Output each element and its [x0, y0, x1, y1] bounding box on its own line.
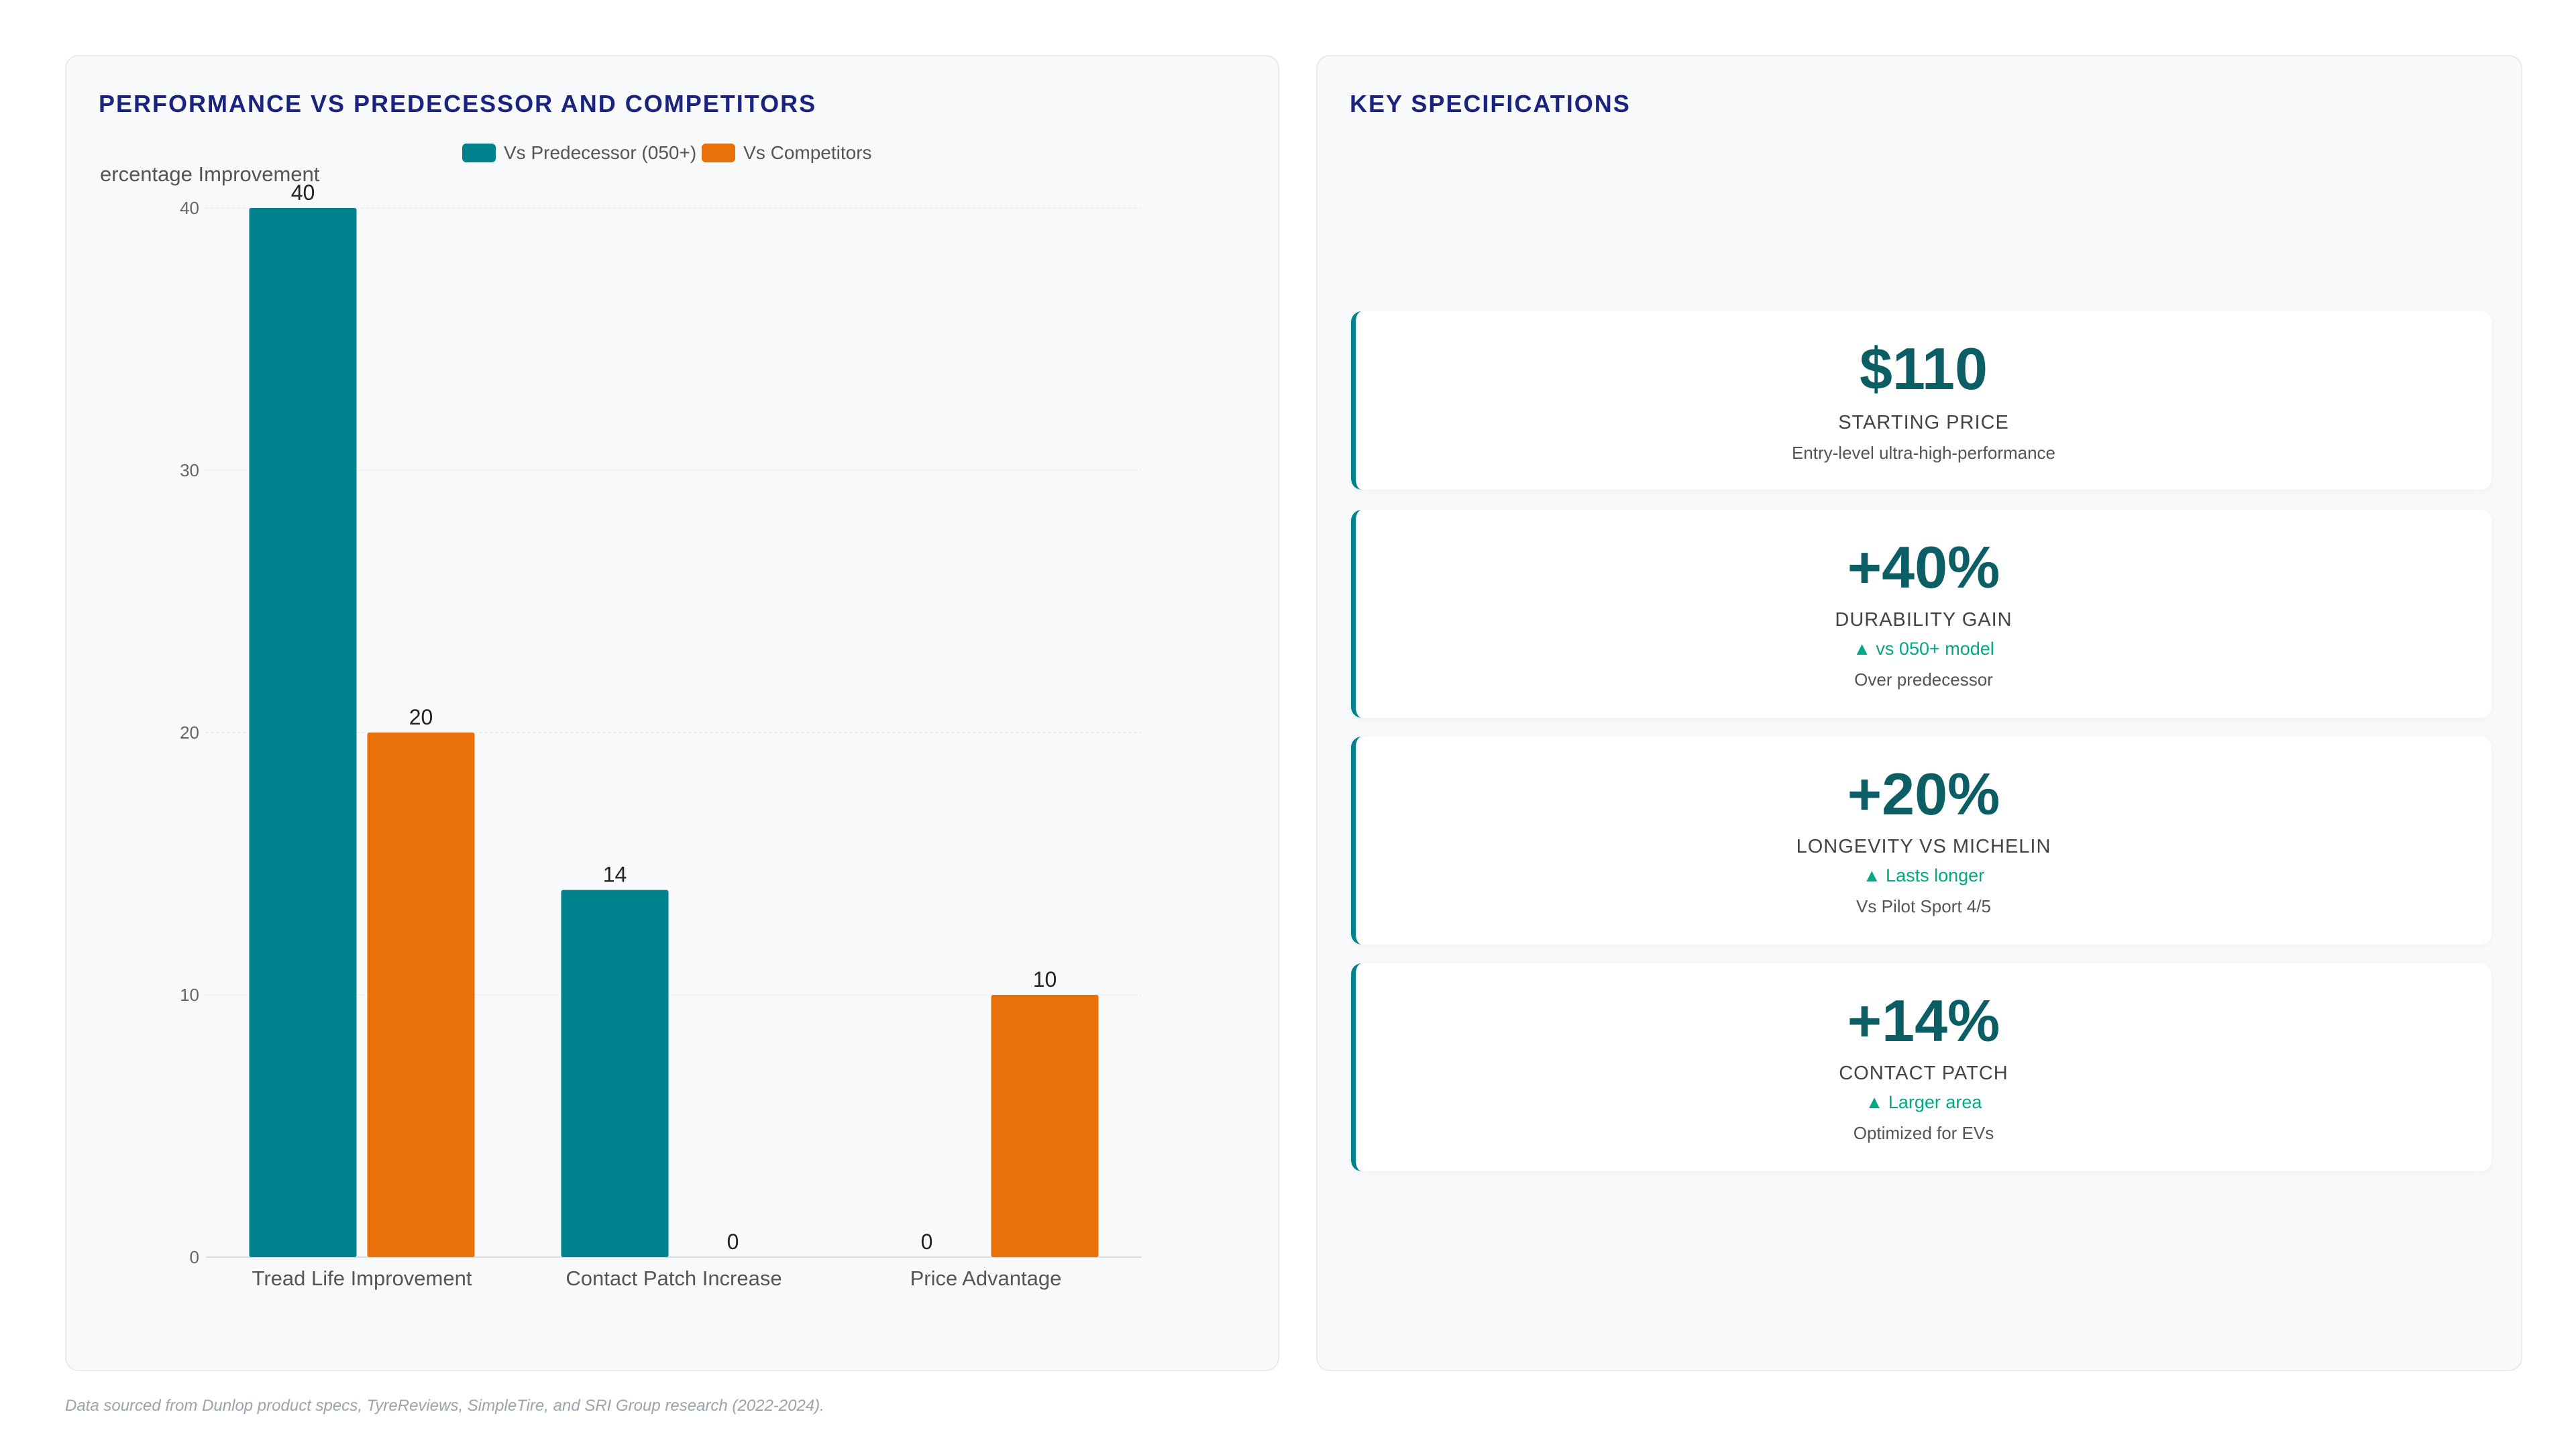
- y-tick-label: 30: [180, 460, 199, 480]
- bar: [991, 995, 1099, 1257]
- card-label: CONTACT PATCH: [1839, 1063, 2008, 1084]
- card-value: +40%: [1847, 534, 2000, 600]
- card-subtext: Over predecessor: [1854, 669, 1993, 690]
- specs-title: KEY SPECIFICATIONS: [1350, 90, 1631, 117]
- x-tick-label: Contact Patch Increase: [566, 1267, 782, 1290]
- y-tick-label: 0: [190, 1247, 199, 1267]
- bar: [561, 890, 669, 1257]
- card-value: +14%: [1847, 987, 2000, 1054]
- data-label: 0: [727, 1230, 739, 1254]
- data-label: 40: [291, 180, 315, 205]
- spec-card-price: $110 STARTING PRICE Entry-level ultra-hi…: [1351, 311, 2491, 490]
- card-trend: ▲ Lasts longer: [1862, 865, 1985, 885]
- legend-label-competitors: Vs Competitors: [743, 142, 872, 163]
- card-label: LONGEVITY VS MICHELIN: [1796, 836, 2051, 857]
- legend-label-predecessor: Vs Predecessor (050+): [504, 142, 697, 163]
- x-tick-label: Tread Life Improvement: [252, 1267, 472, 1290]
- spec-card-durability: +40% DURABILITY GAIN ▲ vs 050+ model Ove…: [1351, 510, 2491, 718]
- x-tick-label: Price Advantage: [910, 1267, 1062, 1290]
- card-trend: ▲ vs 050+ model: [1853, 639, 1994, 659]
- y-tick-label: 10: [180, 985, 199, 1005]
- data-label: 14: [603, 863, 627, 887]
- card-trend: ▲ Larger area: [1865, 1092, 1982, 1112]
- legend-swatch-predecessor: [462, 144, 496, 162]
- data-label: 20: [409, 705, 433, 729]
- legend-swatch-competitors: [702, 144, 736, 162]
- y-tick-label: 40: [180, 198, 199, 218]
- specs-panel: KEY SPECIFICATIONS $110 STARTING PRICE E…: [1316, 55, 2522, 1371]
- card-subtext: Vs Pilot Sport 4/5: [1856, 896, 1991, 916]
- card-value: $110: [1860, 335, 1988, 402]
- legend-item-predecessor[interactable]: Vs Predecessor (050+): [462, 142, 696, 164]
- card-label: DURABILITY GAIN: [1835, 609, 2012, 631]
- chart-title: PERFORMANCE VS PREDECESSOR AND COMPETITO…: [99, 90, 817, 117]
- card-label: STARTING PRICE: [1838, 412, 2009, 433]
- bar-chart: 0 10 20 30 40 40 20 Tread Life Improvement 14 0 Co…: [180, 180, 1142, 1290]
- card-subtext: Optimized for EVs: [1853, 1123, 1994, 1143]
- chart-panel: PERFORMANCE VS PREDECESSOR AND COMPETITO…: [65, 55, 1279, 1371]
- spec-card-longevity: +20% LONGEVITY VS MICHELIN ▲ Lasts longe…: [1351, 737, 2491, 945]
- card-value: +20%: [1847, 761, 2000, 827]
- y-axis-label: ercentage Improvement: [100, 162, 320, 186]
- chart-legend: Vs Predecessor (050+) Vs Competitors: [462, 142, 877, 164]
- legend-item-competitors[interactable]: Vs Competitors: [702, 142, 872, 164]
- data-label: 10: [1033, 967, 1057, 991]
- footnote: Data sourced from Dunlop product specs, …: [65, 1397, 824, 1415]
- bar: [249, 208, 357, 1257]
- data-label: 0: [921, 1230, 933, 1254]
- card-subtext: Entry-level ultra-high-performance: [1791, 443, 2056, 463]
- spec-card-contact-patch: +14% CONTACT PATCH ▲ Larger area Optimiz…: [1351, 963, 2491, 1171]
- bar: [367, 733, 475, 1257]
- y-tick-label: 20: [180, 722, 199, 743]
